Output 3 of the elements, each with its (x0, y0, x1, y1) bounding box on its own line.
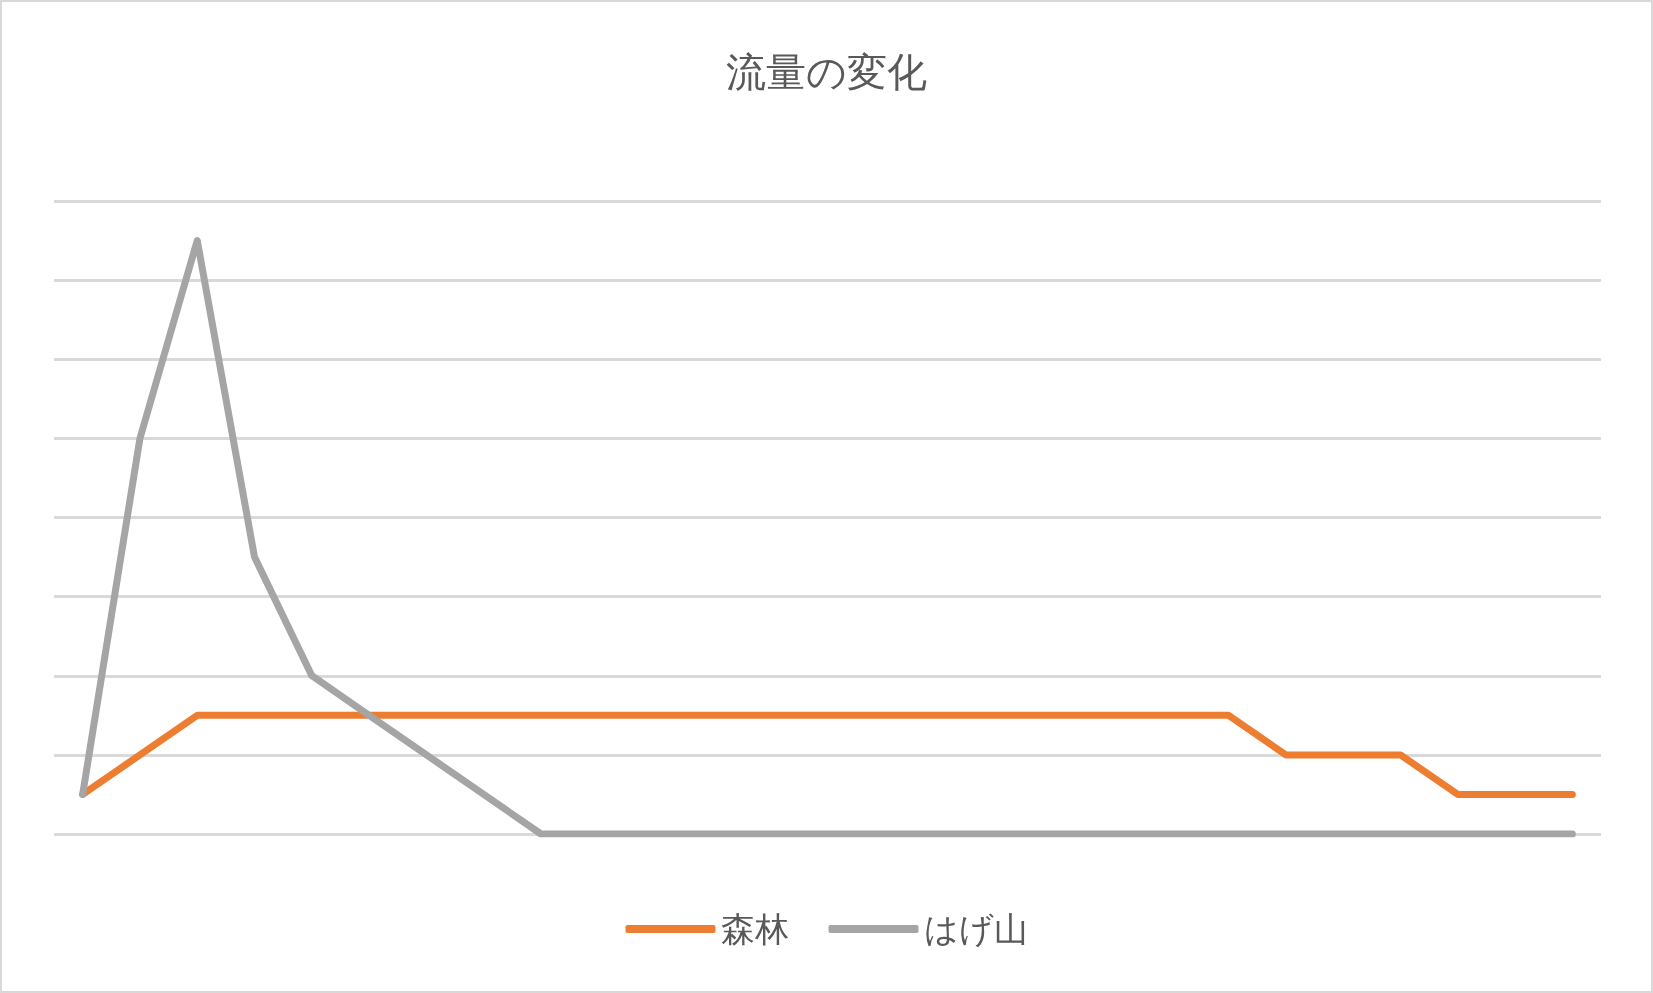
legend-label: 森林 (720, 909, 789, 949)
legend-label: はげ山 (923, 909, 1028, 949)
chart-title: 流量の変化 (726, 49, 927, 95)
